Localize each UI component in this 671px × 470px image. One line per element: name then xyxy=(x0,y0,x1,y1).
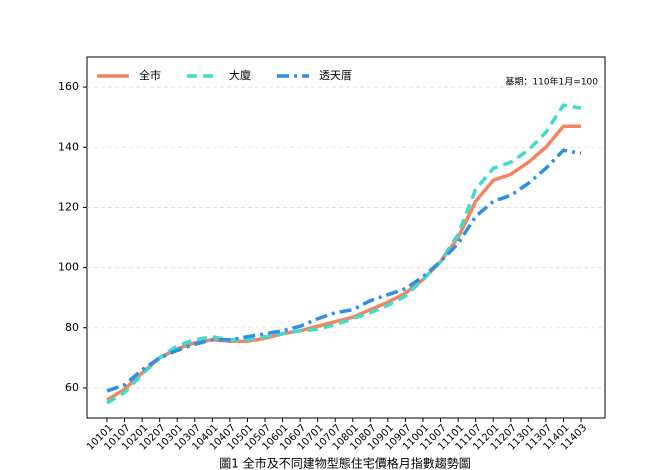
plot-frame xyxy=(86,56,606,419)
y-tick-label: 60 xyxy=(65,381,79,394)
y-tick-label: 160 xyxy=(58,80,79,93)
y-tick-label: 140 xyxy=(58,140,79,153)
legend-label: 透天厝 xyxy=(319,69,352,82)
series-line xyxy=(106,103,582,405)
series-line xyxy=(106,148,582,393)
series-line xyxy=(106,124,581,402)
legend-label: 大廈 xyxy=(229,68,251,82)
y-tick-label: 80 xyxy=(65,321,79,334)
legend-label: 全市 xyxy=(139,68,161,82)
y-tick-label: 100 xyxy=(58,261,79,274)
y-tick-label: 120 xyxy=(58,200,79,213)
annotation: 基期：110年1月=100 xyxy=(505,76,598,88)
chart-title: 圖1 全市及不同建物型態住宅價格月指數趨勢圖 xyxy=(219,456,470,470)
